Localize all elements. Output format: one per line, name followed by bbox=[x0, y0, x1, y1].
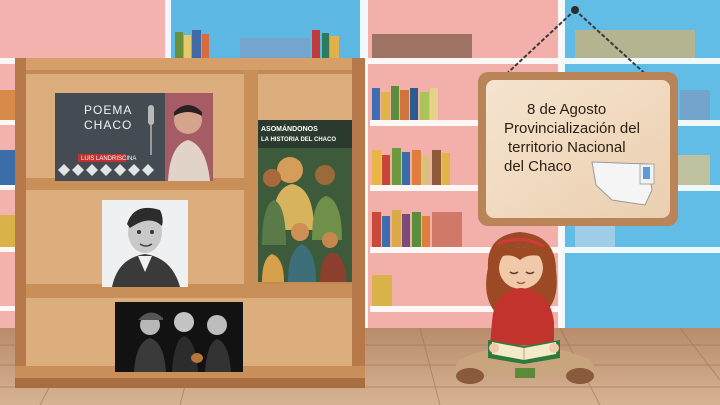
portrait-drawing[interactable] bbox=[102, 200, 188, 287]
sign-line-territorio: territorio Nacional bbox=[508, 139, 626, 156]
hanging-sign bbox=[478, 6, 678, 226]
historia-title-line2: LA HISTORIA DEL CHACO bbox=[261, 137, 336, 143]
sign-line-chaco: del Chaco bbox=[504, 158, 572, 175]
poema-title-line1: POEMA bbox=[84, 103, 132, 117]
poema-title-line2: CHACO bbox=[84, 118, 132, 132]
girl-reading-illustration bbox=[454, 232, 594, 384]
sign-line-date: 8 de Agosto bbox=[527, 101, 607, 118]
historia-title-line1: ASOMÁNDONOS bbox=[261, 124, 318, 133]
sign-text: 8 de Agosto Provincialización del territ… bbox=[500, 100, 670, 176]
photo-three-men[interactable] bbox=[115, 302, 243, 372]
poema-author: LUIS LANDRISCINA bbox=[81, 156, 136, 162]
book-cover-historia-chaco[interactable] bbox=[258, 120, 352, 282]
sign-line-provincializacion: Provincialización del bbox=[504, 120, 640, 137]
book-cover-poema-chaco[interactable] bbox=[55, 93, 213, 181]
